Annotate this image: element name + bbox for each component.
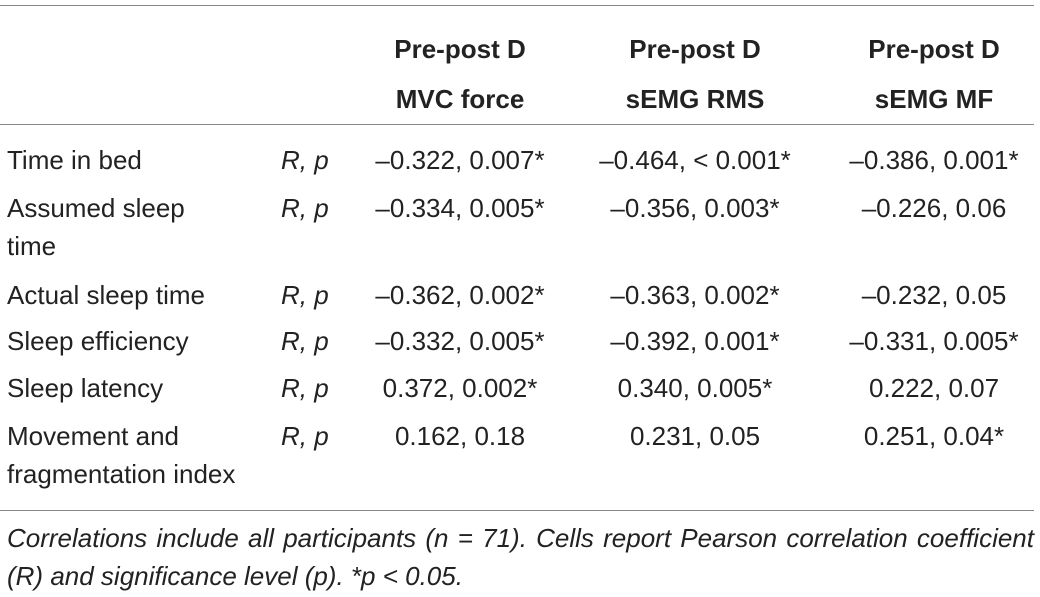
header-rule (0, 124, 1034, 125)
cell-mvc-force: –0.322, 0.007* (375, 145, 545, 175)
cell-semg-mf: 0.222, 0.07 (868, 373, 1000, 403)
column-header-semg-mf: Pre-post D sEMG MF (868, 34, 1000, 114)
row-stat: R, p (281, 145, 329, 175)
row-label: Actual sleep time (7, 280, 205, 310)
row-stat: R, p (281, 326, 329, 356)
cell-mvc-force: 0.162, 0.18 (394, 421, 526, 451)
cell-mvc-force: 0.372, 0.002* (382, 373, 538, 403)
cell-semg-rms: 0.340, 0.005* (617, 373, 773, 403)
cell-mvc-force: –0.332, 0.005* (375, 326, 545, 356)
row-stat: R, p (281, 373, 329, 403)
cell-semg-mf: –0.386, 0.001* (849, 145, 1019, 175)
cell-mvc-force: –0.362, 0.002* (375, 280, 545, 310)
row-label: Movement and fragmentation index (7, 421, 236, 489)
cell-semg-mf: 0.251, 0.04* (863, 421, 1005, 451)
cell-mvc-force: –0.334, 0.005* (375, 193, 545, 223)
column-header-mvc-force: Pre-post D MVC force (394, 34, 526, 114)
cell-semg-mf: –0.331, 0.005* (849, 326, 1019, 356)
cell-semg-mf: –0.232, 0.05 (861, 280, 1007, 310)
cell-semg-rms: –0.363, 0.002* (610, 280, 780, 310)
cell-semg-mf: –0.226, 0.06 (861, 193, 1007, 223)
table-bottom-rule (0, 510, 1034, 511)
row-label: Time in bed (7, 145, 142, 175)
row-label: Assumed sleep time (7, 193, 185, 261)
row-stat: R, p (281, 193, 329, 223)
table-footnote: Correlations include all participants (n… (7, 523, 1034, 591)
row-stat: R, p (281, 421, 329, 451)
cell-semg-rms: 0.231, 0.05 (629, 421, 761, 451)
cell-semg-rms: –0.356, 0.003* (610, 193, 780, 223)
cell-semg-rms: –0.392, 0.001* (610, 326, 780, 356)
row-label: Sleep latency (7, 373, 164, 403)
row-stat: R, p (281, 280, 329, 310)
cell-semg-rms: –0.464, < 0.001* (599, 145, 791, 175)
table-top-rule (0, 5, 1034, 6)
column-header-semg-rms: Pre-post D sEMG RMS (625, 34, 765, 114)
row-label: Sleep efficiency (7, 326, 189, 356)
